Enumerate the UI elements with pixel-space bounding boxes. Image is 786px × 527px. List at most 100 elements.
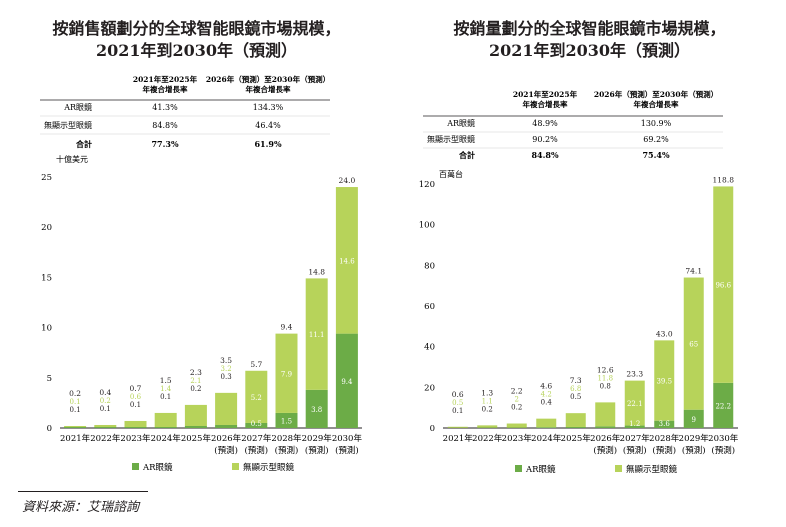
table-cell: 69.2%	[643, 135, 669, 144]
bar-nondisplay	[595, 402, 616, 427]
bar-ar	[536, 427, 557, 428]
data-label-ar: 1.5	[281, 417, 292, 425]
table-header-2: 年複合增長率	[634, 99, 679, 109]
data-label-ar: 0.1	[70, 406, 81, 414]
chart-subtitle: 2021年到2030年（預測）	[488, 41, 691, 60]
data-label-nondisplay: 5.2	[251, 394, 262, 402]
x-tick-label: 2026年	[211, 433, 242, 444]
data-label-ar: 0.2	[482, 405, 493, 413]
data-label-total: 2.3	[190, 368, 202, 377]
bar-ar	[124, 426, 147, 428]
data-label-ar: 0.5	[251, 420, 262, 428]
x-tick-label: 2024年	[151, 433, 182, 444]
chart-subtitle: 2021年到2030年（預測）	[95, 41, 298, 60]
data-label-ar: 0.1	[160, 393, 171, 401]
x-tick-label: 2022年	[90, 433, 121, 444]
y-tick-label: 10	[41, 324, 52, 334]
bar-ar	[565, 426, 586, 428]
data-label-nondisplay: 11.8	[597, 374, 613, 382]
data-label-nondisplay: 14.6	[339, 257, 355, 265]
data-label-total: 43.0	[656, 329, 673, 338]
x-tick-label: 2021年	[60, 433, 91, 444]
data-label-ar: 0.5	[570, 393, 581, 401]
x-tick-label: 2027年	[241, 433, 272, 444]
x-tick-label: 2024年	[531, 433, 562, 444]
y-tick-label: 60	[424, 302, 435, 312]
legend-swatch-ar	[132, 463, 139, 470]
data-label-ar: 3.6	[659, 420, 671, 428]
table-cell: 130.9%	[641, 119, 672, 128]
table-row-label: AR眼鏡	[446, 118, 475, 128]
data-label-total: 4.6	[540, 382, 552, 391]
unit-label: 十億美元	[56, 154, 88, 164]
data-label-nondisplay: 3.2	[221, 365, 232, 373]
bar-nondisplay	[624, 380, 645, 426]
data-label-total: 0.7	[130, 384, 142, 393]
data-label-ar: 9.4	[341, 378, 353, 386]
data-label-nondisplay: 2	[515, 396, 519, 404]
data-label-nondisplay: 65	[689, 341, 698, 349]
bar-nondisplay	[154, 412, 177, 427]
bar-nondisplay	[64, 425, 87, 427]
table-header-1: 2021年至2025年	[133, 74, 198, 84]
legend-swatch-nondisplay	[232, 463, 239, 470]
data-label-nondisplay: 96.6	[715, 282, 731, 290]
table-header-2: 2026年（預測）至2030年（預測）	[594, 89, 718, 99]
x-tick-sublabel: (預測)	[335, 445, 359, 456]
volume-chart-panel: 按銷量劃分的全球智能眼鏡市場規模， 2021年到2030年（預測） 2021年至…	[393, 0, 786, 490]
y-tick-label: 0	[430, 424, 435, 434]
y-tick-label: 100	[419, 221, 435, 231]
bar-nondisplay	[215, 392, 238, 425]
x-tick-sublabel: (預測)	[682, 445, 706, 456]
x-tick-sublabel: (預測)	[214, 445, 238, 456]
bar-nondisplay	[245, 370, 268, 423]
bar-nondisplay	[683, 277, 704, 410]
bar-ar	[713, 382, 734, 428]
table-header-2: 年複合增長率	[246, 84, 291, 94]
sales-chart-panel: 按銷售額劃分的全球智能眼鏡市場規模， 2021年到2030年（預測） 2021年…	[0, 0, 393, 490]
bar-ar	[184, 425, 207, 428]
y-tick-label: 40	[424, 343, 435, 353]
x-tick-sublabel: (預測)	[275, 445, 299, 456]
table-row-label: 合計	[75, 139, 92, 149]
legend-label-nondisplay: 無顯示型眼鏡	[626, 464, 678, 475]
data-label-total: 0.4	[99, 388, 111, 397]
bar-ar	[94, 426, 117, 428]
source-divider	[18, 491, 148, 492]
x-tick-sublabel: (預測)	[711, 445, 735, 456]
data-label-total: 0.2	[69, 389, 81, 398]
table-cell: 134.3%	[253, 103, 284, 112]
table-header-1: 年複合增長率	[143, 84, 188, 94]
data-label-nondisplay: 2.1	[190, 377, 201, 385]
data-label-ar: 0.3	[221, 373, 232, 381]
y-tick-label: 5	[47, 374, 52, 384]
bar-ar	[335, 333, 358, 428]
data-label-nondisplay: 0.6	[130, 393, 142, 401]
bar-nondisplay	[447, 426, 468, 428]
unit-label: 百萬台	[439, 169, 463, 179]
bar-ar	[305, 389, 328, 428]
y-tick-label: 25	[41, 173, 52, 183]
table-row-label: AR眼鏡	[63, 102, 92, 112]
chart-title: 按銷量劃分的全球智能眼鏡市場規模，	[453, 19, 726, 38]
x-tick-sublabel: (預測)	[652, 445, 676, 456]
data-label-nondisplay: 6.8	[570, 385, 581, 393]
table-cell: 75.4%	[642, 150, 669, 160]
bar-ar	[595, 426, 616, 428]
data-label-ar: 0.1	[130, 401, 141, 409]
x-tick-label: 2028年	[271, 433, 302, 444]
data-label-nondisplay: 4.2	[541, 391, 552, 399]
data-label-nondisplay: 0.5	[452, 399, 463, 407]
data-label-total: 118.8	[713, 175, 735, 184]
data-label-nondisplay: 39.5	[656, 378, 672, 386]
y-tick-label: 80	[424, 261, 435, 271]
data-label-ar: 0.1	[452, 407, 463, 415]
table-cell: 90.2%	[532, 135, 558, 144]
data-label-total: 74.1	[685, 267, 702, 276]
x-tick-label: 2030年	[708, 433, 739, 444]
bar-nondisplay	[305, 278, 328, 390]
data-label-total: 1.3	[481, 388, 493, 397]
data-label-nondisplay: 1.1	[482, 397, 493, 405]
data-label-total: 0.6	[452, 390, 464, 399]
bar-ar	[215, 424, 238, 428]
